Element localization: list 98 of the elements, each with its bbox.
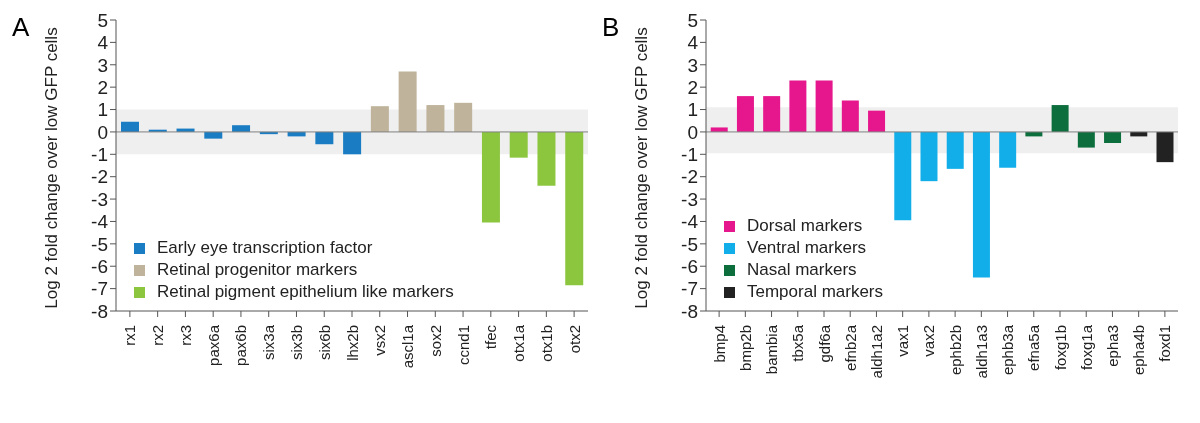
chart-title: B [602,12,620,43]
x-tick-label: bmp2b [736,325,754,371]
y-tick-label: -5 [91,233,108,255]
bar [868,110,886,132]
y-tick-label: 0 [97,121,108,143]
x-tick-label: six6b [315,325,333,361]
x-tick-label: six3b [287,325,305,361]
y-tick-label: -6 [91,255,108,277]
legend-label: Nasal markers [747,259,857,281]
x-tick-label: otx2 [565,325,583,354]
y-axis-title: Log 2 fold change over low GFP cells [42,26,62,309]
x-tick-label: rx3 [176,325,194,346]
y-tick-label: 5 [97,9,108,31]
x-tick-label: foxg1b [1051,325,1069,371]
y-tick-label: -3 [681,188,698,210]
x-tick-label: ascl1a [399,324,417,369]
y-tick-label: -4 [91,211,109,233]
bar [509,131,528,158]
x-tick-label: gdf6a [815,324,833,363]
y-tick-label: 1 [687,99,698,121]
y-tick-label: 2 [97,76,108,98]
y-tick-label: -1 [681,144,698,166]
y-tick-label: -3 [91,188,108,210]
bar [343,131,362,155]
bar [763,96,781,132]
legend-label: Temporal markers [747,281,884,303]
x-tick-label: rx2 [149,325,167,346]
x-tick-label: tbx5a [789,324,807,362]
bar [789,80,807,132]
bar [537,131,556,186]
x-tick-label: foxg1a [1077,324,1095,371]
bar [565,131,584,286]
x-tick-label: bambia [763,324,781,375]
x-tick-label: six3a [260,324,278,361]
x-tick-label: vax1 [894,325,912,357]
x-tick-label: aldh1a3 [972,325,990,379]
y-tick-label: 3 [97,54,108,76]
bar [972,131,990,278]
x-tick-label: efna5a [1025,324,1043,371]
bar [999,131,1017,168]
y-tick-label: -4 [681,211,699,233]
bar [1156,131,1174,163]
y-tick-label: 4 [687,32,699,54]
x-tick-label: efnb2a [841,324,859,371]
legend-label: Retinal pigment epithelium like markers [157,281,454,303]
chart-title: A [12,12,30,43]
y-tick-label: 5 [687,9,698,31]
legend-label: Early eye transcription factor [157,237,373,259]
x-tick-label: pax6a [204,324,222,366]
bar [370,106,389,132]
bar [920,131,938,182]
y-tick-label: 1 [97,99,108,121]
y-tick-label: -1 [91,144,108,166]
x-tick-label: epha4b [1130,325,1148,376]
bar [121,121,139,132]
x-tick-label: sox2 [426,325,444,357]
x-tick-label: ephb3a [999,324,1017,376]
y-tick-label: -8 [681,300,698,322]
bar [736,96,754,132]
bar [894,131,912,221]
legend-label: Retinal progenitor markers [157,259,358,281]
x-tick-label: epha3 [1103,325,1121,367]
x-tick-label: vax2 [920,325,938,357]
bar [1077,131,1095,148]
y-tick-label: -8 [91,300,108,322]
y-tick-label: 2 [687,76,698,98]
x-tick-label: lhx2b [343,325,361,361]
x-tick-label: vsx2 [371,325,389,356]
y-tick-label: -7 [91,278,108,300]
y-tick-label: 4 [97,32,109,54]
bar [398,71,417,132]
y-tick-label: -6 [681,255,698,277]
bar [815,80,833,132]
y-tick-label: -5 [681,233,698,255]
bar [454,102,473,132]
y-axis-title: Log 2 fold change over low GFP cells [632,26,652,309]
y-tick-label: -7 [681,278,698,300]
x-tick-label: aldh1a2 [867,325,885,379]
x-tick-label: pax6b [232,325,250,366]
legend-label: Dorsal markers [747,215,863,237]
bar [426,105,445,132]
bar [1051,105,1069,132]
x-tick-label: otx1b [537,325,555,362]
y-tick-label: 0 [687,121,698,143]
x-tick-label: rx1 [121,325,139,346]
bar [946,131,964,169]
x-tick-label: tfec [482,324,500,350]
bar [841,100,859,132]
x-tick-label: ephb2b [946,325,964,376]
y-tick-label: -2 [91,166,108,188]
legend-label: Ventral markers [747,237,867,259]
x-tick-label: bmp4 [710,325,728,363]
y-tick-label: 3 [687,54,698,76]
x-tick-label: otx1a [510,324,528,362]
x-tick-label: foxd1 [1156,325,1174,362]
y-tick-label: -2 [681,166,698,188]
x-tick-label: ccnd1 [454,325,472,366]
bar [481,131,500,223]
